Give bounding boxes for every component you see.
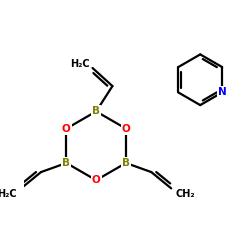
Text: H₂C: H₂C — [0, 189, 16, 199]
Text: B: B — [122, 158, 130, 168]
Text: B: B — [92, 106, 100, 117]
Text: CH₂: CH₂ — [176, 189, 196, 199]
Text: O: O — [92, 175, 100, 185]
Text: B: B — [62, 158, 70, 168]
Text: O: O — [62, 124, 71, 134]
Text: H₂C: H₂C — [70, 59, 90, 69]
Text: O: O — [122, 124, 130, 134]
Text: N: N — [218, 88, 226, 98]
